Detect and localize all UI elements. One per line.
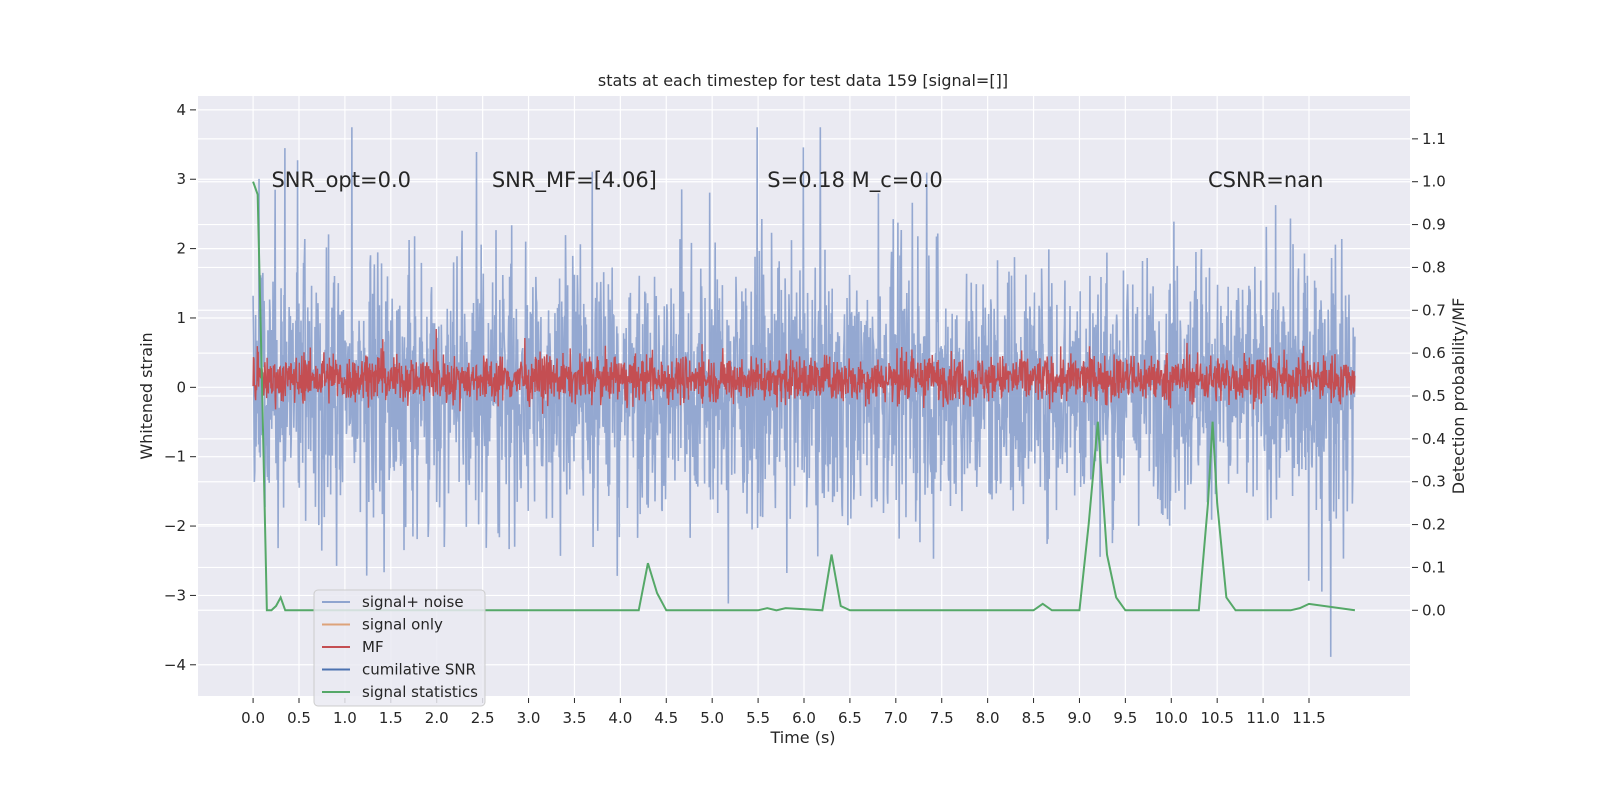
y-tick-label-right: 0.6 — [1422, 344, 1446, 362]
signal-noise-series — [252, 127, 1356, 657]
y-tick-label-left: 0 — [176, 378, 186, 396]
x-tick-label: 10.5 — [1200, 709, 1233, 727]
x-tick-label: 5.0 — [700, 709, 724, 727]
annotation-text: S=0.18 M_c=0.0 — [767, 168, 943, 193]
y-tick-label-right: 1.1 — [1422, 130, 1446, 148]
y-tick-label-right: 0.3 — [1422, 473, 1446, 491]
legend-label: signal only — [362, 616, 443, 634]
signal-noise-line — [252, 127, 1356, 657]
y-tick-label-right: 0.2 — [1422, 516, 1446, 534]
annotation-text: CSNR=nan — [1208, 168, 1323, 192]
x-tick-label: 4.5 — [654, 709, 678, 727]
x-tick-label: 0.5 — [287, 709, 311, 727]
x-tick-label: 0.0 — [241, 709, 265, 727]
x-tick-label: 6.5 — [838, 709, 862, 727]
y-axis-label-right: Detection probability/MF — [1449, 298, 1468, 495]
y-tick-label-right: 0.8 — [1422, 258, 1446, 276]
x-tick-labels: 0.0 0.5 1.0 1.5 2.0 2.5 3.0 3.5 4.0 4.5 5.0 5.5 6.0 6… — [241, 698, 1326, 727]
x-axis-label: Time (s) — [769, 728, 835, 747]
y-tick-label-left: 2 — [176, 240, 186, 258]
x-tick-label: 2.5 — [471, 709, 495, 727]
x-tick-label: 5.5 — [746, 709, 770, 727]
mf-series — [252, 329, 1356, 414]
y-tick-label-right: 0.0 — [1422, 601, 1446, 619]
legend-label: cumilative SNR — [362, 661, 476, 679]
legend-label: signal statistics — [362, 683, 478, 701]
y-axis-label-left: Whitened strain — [137, 332, 156, 459]
y-tick-label-right: 0.1 — [1422, 558, 1446, 576]
y-tick-label-left: −4 — [164, 656, 186, 674]
y-tick-label-right: 0.5 — [1422, 387, 1446, 405]
y-tick-labels-left: −4 −3 −2 −1 0 1 2 3 4 — [164, 101, 196, 674]
x-tick-label: 1.0 — [333, 709, 357, 727]
annotation-text: SNR_opt=0.0 — [271, 168, 411, 193]
x-tick-label: 3.5 — [563, 709, 587, 727]
y-tick-label-right: 0.4 — [1422, 430, 1446, 448]
x-tick-label: 4.0 — [608, 709, 632, 727]
annotation-text: SNR_MF=[4.06] — [492, 168, 657, 193]
signal-statistics-series — [252, 181, 1356, 612]
y-tick-label-left: −1 — [164, 448, 186, 466]
x-tick-label: 1.5 — [379, 709, 403, 727]
legend: signal+ noise signal only MF cumilative SNR… — [313, 589, 486, 707]
x-tick-label: 9.0 — [1068, 709, 1092, 727]
signal-statistics-line — [252, 181, 1356, 612]
y-tick-label-right: 0.7 — [1422, 301, 1446, 319]
x-tick-label: 3.0 — [517, 709, 541, 727]
y-tick-label-left: −2 — [164, 517, 186, 535]
annotations: SNR_opt=0.0 SNR_MF=[4.06] S=0.18 M_c=0.0 CS… — [271, 168, 1323, 193]
x-tick-label: 2.0 — [425, 709, 449, 727]
x-tick-label: 11.0 — [1246, 709, 1279, 727]
y-tick-label-left: 3 — [176, 170, 186, 188]
y-tick-label-right: 1.0 — [1422, 173, 1446, 191]
y-tick-label-right: 0.9 — [1422, 216, 1446, 234]
x-tick-label: 9.5 — [1113, 709, 1137, 727]
x-tick-label: 8.5 — [1022, 709, 1046, 727]
chart-title: stats at each timestep for test data 159… — [598, 71, 1008, 90]
x-tick-label: 6.0 — [792, 709, 816, 727]
x-tick-label: 8.0 — [976, 709, 1000, 727]
x-tick-label: 7.5 — [930, 709, 954, 727]
legend-label: signal+ noise — [362, 593, 464, 611]
y-tick-label-left: −3 — [164, 586, 186, 604]
y-tick-label-left: 1 — [176, 309, 186, 327]
mf-line — [252, 329, 1356, 414]
y-tick-labels-right: 0.0 0.1 0.2 0.3 0.4 0.5 0.6 0.7 0.8 0.9 1.0 1.1 — [1412, 130, 1446, 619]
x-tick-label: 7.0 — [884, 709, 908, 727]
x-tick-label: 11.5 — [1292, 709, 1325, 727]
y-tick-label-left: 4 — [176, 101, 186, 119]
x-tick-label: 10.0 — [1155, 709, 1188, 727]
legend-label: MF — [362, 638, 384, 656]
legend-box — [313, 589, 486, 707]
